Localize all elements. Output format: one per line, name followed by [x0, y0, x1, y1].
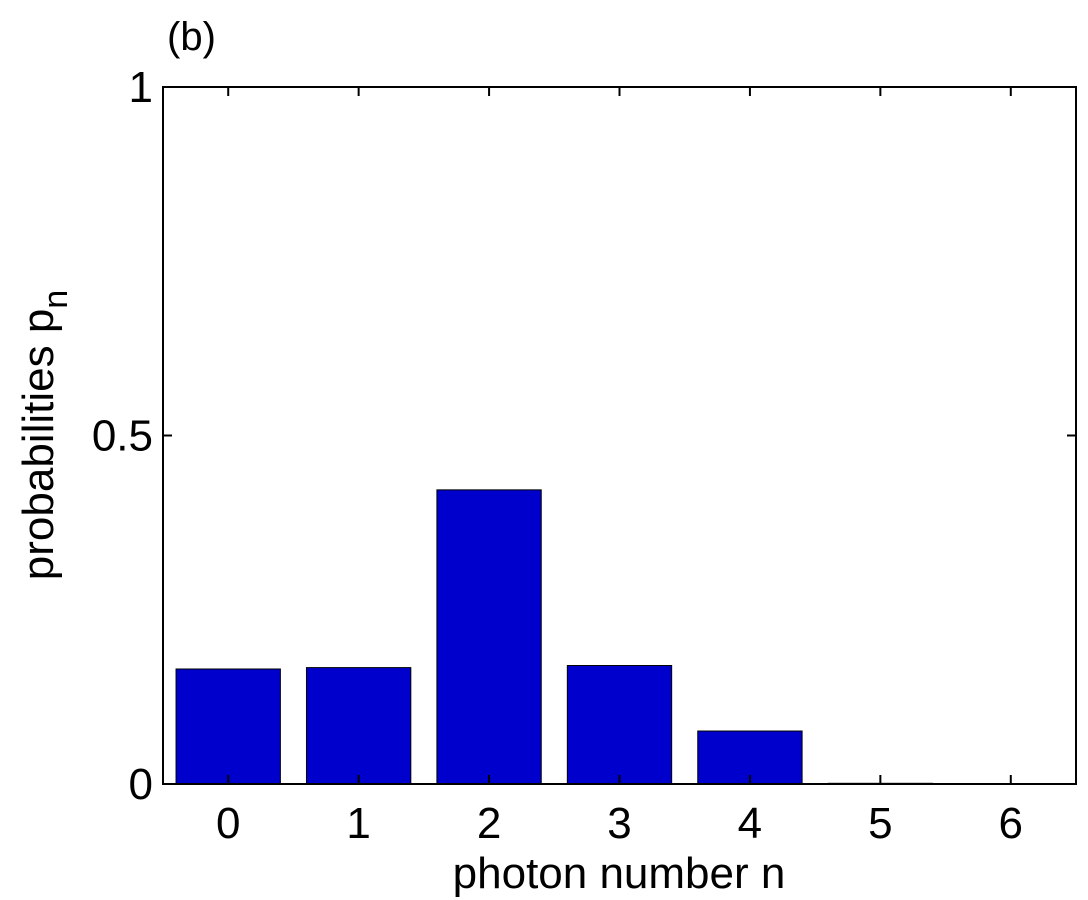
panel-label: (b) — [167, 15, 216, 59]
axis-ticks — [163, 86, 1076, 785]
x-tick-label: 3 — [607, 799, 631, 848]
x-tick-label: 5 — [868, 799, 892, 848]
y-tick-label: 0 — [129, 760, 153, 809]
bar-3 — [566, 665, 673, 785]
x-tick-label: 2 — [477, 799, 501, 848]
bar-0 — [175, 668, 281, 785]
y-tick-label: 0.5 — [92, 412, 153, 461]
x-tick-label: 0 — [216, 799, 240, 848]
x-axis-label: photon number n — [453, 849, 786, 898]
bar-2 — [436, 489, 542, 785]
y-axis-label-subscript: n — [37, 290, 75, 309]
y-axis-label: probabilities pn — [14, 290, 75, 580]
y-tick-label: 1 — [129, 63, 153, 112]
x-tick-label: 6 — [999, 799, 1023, 848]
y-tick-labels: 00.51 — [92, 63, 153, 809]
bars — [175, 489, 934, 785]
x-tick-label: 1 — [346, 799, 370, 848]
x-tick-label: 4 — [738, 799, 762, 848]
bar-1 — [305, 667, 412, 785]
y-axis-label-main: probabilities p — [14, 309, 63, 581]
x-tick-labels: 0 1 2 3 4 5 6 — [216, 799, 1023, 848]
